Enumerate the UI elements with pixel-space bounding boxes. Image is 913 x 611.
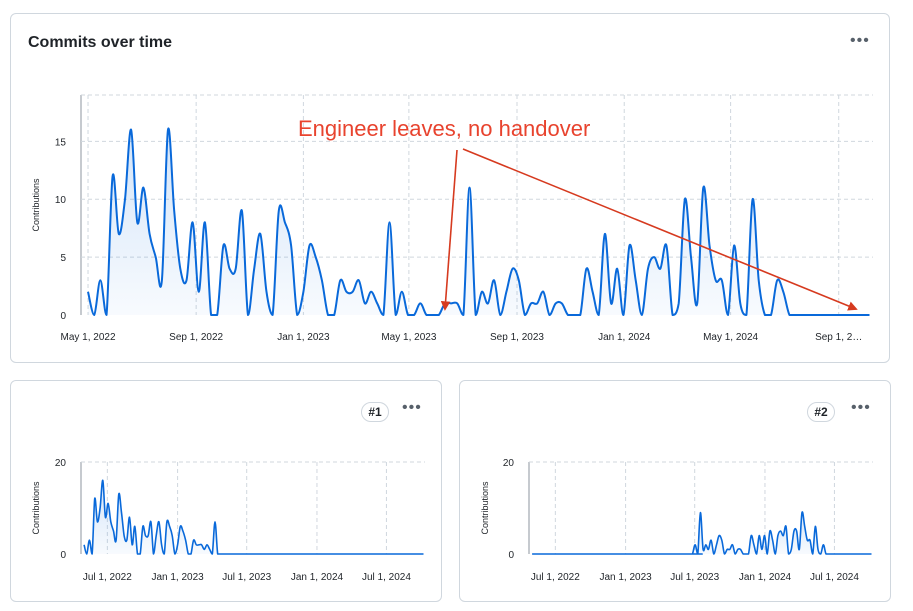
y-tick-label: 0	[60, 311, 66, 322]
x-tick-label: Jul 1, 2022	[83, 572, 132, 583]
x-tick-label: May 1, 2024	[703, 332, 758, 343]
x-tick-label: Jul 1, 2024	[810, 572, 859, 583]
y-tick-label: 5	[60, 253, 66, 264]
y-tick-label: 15	[55, 137, 67, 148]
kebab-horizontal-icon[interactable]: •••	[850, 32, 870, 49]
x-tick-label: Sep 1, 2023	[490, 332, 544, 343]
x-tick-label: Sep 1, 2022	[169, 332, 223, 343]
contributor-card-1: #1 •••	[10, 380, 442, 602]
x-tick-label: Jul 1, 2023	[222, 572, 271, 583]
contributor-card-2: #2 •••	[459, 380, 891, 602]
rank-badge: #2	[807, 402, 835, 422]
x-tick-label: Jan 1, 2023	[599, 572, 652, 583]
series-line	[532, 511, 872, 555]
chart-plot-3: 0 20 Jul 1, 2022 Jan 1, 2023 Jul 1, 2023 Jan …	[480, 458, 873, 583]
rank-badge: #1	[361, 402, 389, 422]
series-line	[83, 479, 424, 555]
series-area	[88, 128, 870, 315]
chart-plot-1: 0 5 10 15 May 1, 2022 Sep 1, 2022 Jan 1, 2023 M…	[31, 94, 873, 343]
x-tick-label: Jul 1, 2022	[531, 572, 580, 583]
x-tick-label: Jul 1, 2024	[362, 572, 411, 583]
y-axis-label: Contributions	[31, 481, 41, 535]
annotation-arrow	[462, 148, 858, 311]
chart-plot-2: 0 20 Jul 1, 2022 Jan 1, 2023 Jul 1, 2023 Jan …	[31, 458, 425, 583]
y-tick-label: 20	[503, 458, 515, 469]
series-area	[84, 480, 424, 554]
x-tick-label: May 1, 2022	[61, 332, 116, 343]
chart-title: Commits over time	[28, 34, 173, 51]
x-tick-label: Jan 1, 2024	[291, 572, 344, 583]
x-tick-label: Jan 1, 2024	[598, 332, 651, 343]
y-tick-label: 0	[508, 550, 514, 561]
x-tick-label: Jan 1, 2024	[739, 572, 792, 583]
y-tick-label: 20	[55, 458, 67, 469]
kebab-horizontal-icon[interactable]: •••	[402, 399, 422, 416]
y-axis-label: Contributions	[480, 481, 490, 535]
x-tick-label: Sep 1, 2…	[815, 332, 862, 343]
x-tick-label: Jul 1, 2023	[670, 572, 719, 583]
x-tick-label: May 1, 2023	[381, 332, 436, 343]
y-axis-label: Contributions	[31, 178, 41, 232]
y-tick-label: 0	[60, 550, 66, 561]
x-tick-label: Jan 1, 2023	[277, 332, 330, 343]
x-tick-label: Jan 1, 2023	[151, 572, 204, 583]
annotation-text: Engineer leaves, no handover	[298, 116, 590, 141]
series-line	[87, 127, 870, 316]
kebab-horizontal-icon[interactable]: •••	[851, 399, 871, 416]
y-tick-label: 10	[55, 195, 67, 206]
annotation-arrow	[440, 149, 458, 311]
